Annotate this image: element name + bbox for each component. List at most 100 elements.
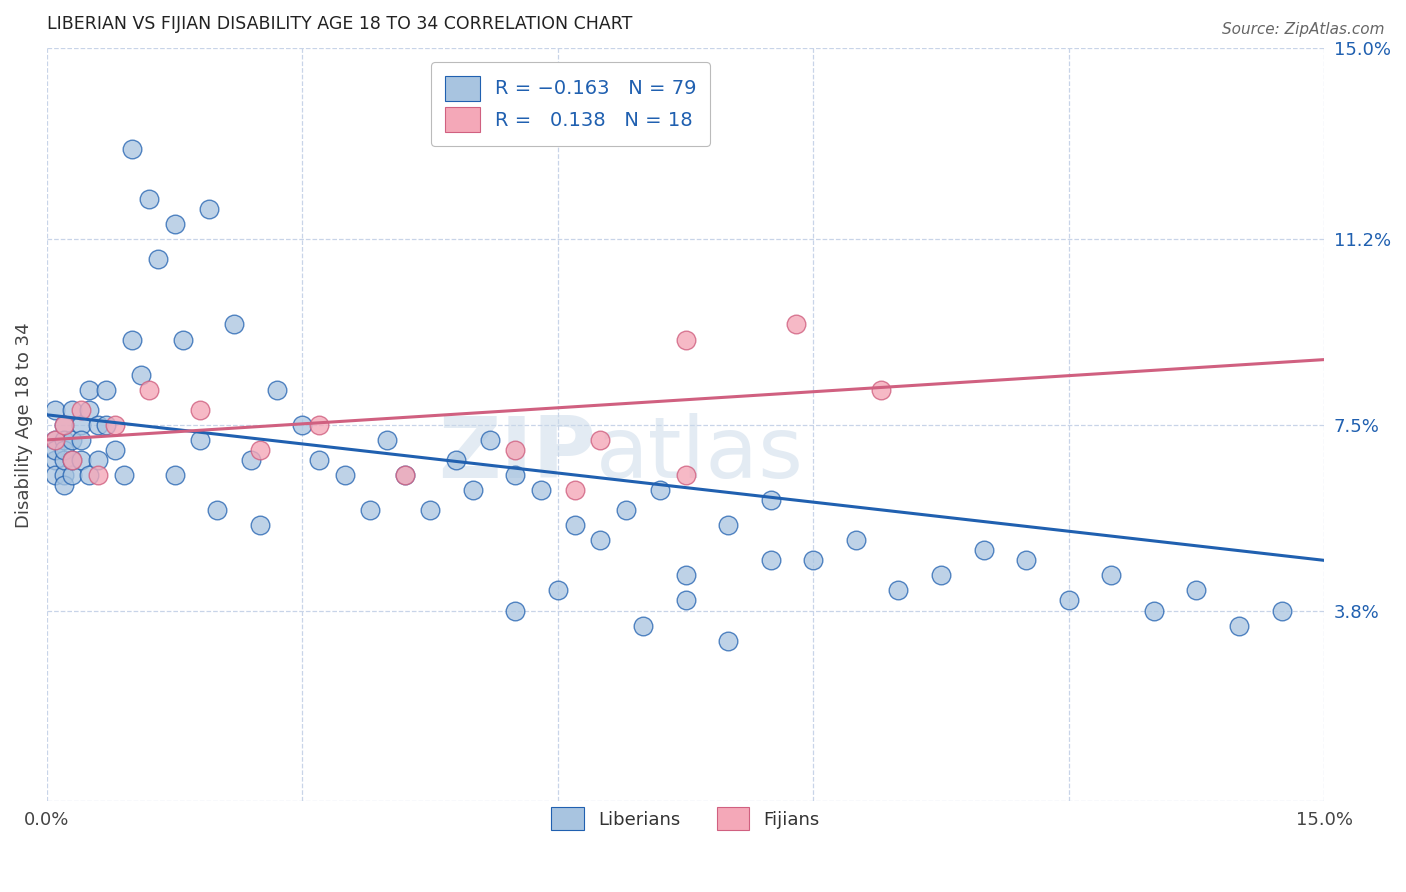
Point bbox=[359, 503, 381, 517]
Point bbox=[87, 417, 110, 432]
Y-axis label: Disability Age 18 to 34: Disability Age 18 to 34 bbox=[15, 322, 32, 528]
Text: LIBERIAN VS FIJIAN DISABILITY AGE 18 TO 34 CORRELATION CHART: LIBERIAN VS FIJIAN DISABILITY AGE 18 TO … bbox=[46, 15, 633, 33]
Point bbox=[52, 442, 75, 457]
Point bbox=[759, 493, 782, 508]
Point bbox=[104, 417, 127, 432]
Point bbox=[249, 518, 271, 533]
Point bbox=[929, 568, 952, 582]
Point bbox=[675, 468, 697, 483]
Point bbox=[44, 453, 66, 467]
Point bbox=[121, 333, 143, 347]
Point bbox=[503, 603, 526, 617]
Point bbox=[249, 442, 271, 457]
Point bbox=[589, 533, 612, 548]
Point bbox=[589, 433, 612, 447]
Point bbox=[419, 503, 441, 517]
Point bbox=[377, 433, 399, 447]
Point bbox=[973, 543, 995, 558]
Point bbox=[172, 333, 194, 347]
Point bbox=[70, 453, 93, 467]
Point bbox=[44, 433, 66, 447]
Point bbox=[87, 468, 110, 483]
Point bbox=[70, 402, 93, 417]
Point bbox=[1143, 603, 1166, 617]
Point bbox=[547, 583, 569, 598]
Point bbox=[79, 468, 101, 483]
Point bbox=[266, 383, 288, 397]
Point bbox=[129, 368, 152, 382]
Point bbox=[887, 583, 910, 598]
Point bbox=[503, 468, 526, 483]
Point bbox=[845, 533, 868, 548]
Point bbox=[44, 402, 66, 417]
Point bbox=[87, 453, 110, 467]
Point bbox=[503, 442, 526, 457]
Point bbox=[138, 383, 160, 397]
Point bbox=[759, 553, 782, 567]
Point bbox=[1227, 618, 1250, 632]
Point bbox=[112, 468, 135, 483]
Point bbox=[163, 217, 186, 231]
Point bbox=[52, 417, 75, 432]
Point bbox=[52, 417, 75, 432]
Point bbox=[717, 633, 740, 648]
Point bbox=[70, 417, 93, 432]
Point bbox=[444, 453, 467, 467]
Point bbox=[614, 503, 637, 517]
Point bbox=[1015, 553, 1038, 567]
Point bbox=[394, 468, 416, 483]
Point bbox=[478, 433, 501, 447]
Point bbox=[461, 483, 484, 497]
Point bbox=[52, 478, 75, 492]
Point bbox=[138, 192, 160, 206]
Point bbox=[205, 503, 228, 517]
Text: Source: ZipAtlas.com: Source: ZipAtlas.com bbox=[1222, 22, 1385, 37]
Point bbox=[1271, 603, 1294, 617]
Point bbox=[44, 442, 66, 457]
Legend: Liberians, Fijians: Liberians, Fijians bbox=[540, 797, 831, 841]
Point bbox=[291, 417, 314, 432]
Point bbox=[197, 202, 219, 216]
Point bbox=[52, 468, 75, 483]
Point bbox=[675, 593, 697, 607]
Point bbox=[675, 568, 697, 582]
Point bbox=[564, 483, 586, 497]
Point bbox=[62, 402, 84, 417]
Point bbox=[62, 468, 84, 483]
Point bbox=[1185, 583, 1208, 598]
Point bbox=[44, 468, 66, 483]
Point bbox=[146, 252, 169, 267]
Point bbox=[870, 383, 893, 397]
Point bbox=[52, 433, 75, 447]
Point bbox=[163, 468, 186, 483]
Point bbox=[79, 383, 101, 397]
Point bbox=[62, 453, 84, 467]
Text: atlas: atlas bbox=[596, 414, 804, 497]
Point bbox=[308, 453, 330, 467]
Point bbox=[52, 453, 75, 467]
Point bbox=[675, 333, 697, 347]
Point bbox=[70, 433, 93, 447]
Point bbox=[188, 402, 211, 417]
Text: ZIP: ZIP bbox=[439, 414, 596, 497]
Point bbox=[224, 318, 246, 332]
Point bbox=[1057, 593, 1080, 607]
Point bbox=[96, 417, 118, 432]
Point bbox=[631, 618, 654, 632]
Point bbox=[44, 433, 66, 447]
Point bbox=[240, 453, 263, 467]
Point bbox=[62, 433, 84, 447]
Point bbox=[530, 483, 553, 497]
Point bbox=[648, 483, 671, 497]
Point bbox=[104, 442, 127, 457]
Point bbox=[785, 318, 807, 332]
Point bbox=[308, 417, 330, 432]
Point bbox=[801, 553, 824, 567]
Point bbox=[121, 142, 143, 156]
Point bbox=[564, 518, 586, 533]
Point bbox=[333, 468, 356, 483]
Point bbox=[394, 468, 416, 483]
Point bbox=[96, 383, 118, 397]
Point bbox=[79, 402, 101, 417]
Point bbox=[717, 518, 740, 533]
